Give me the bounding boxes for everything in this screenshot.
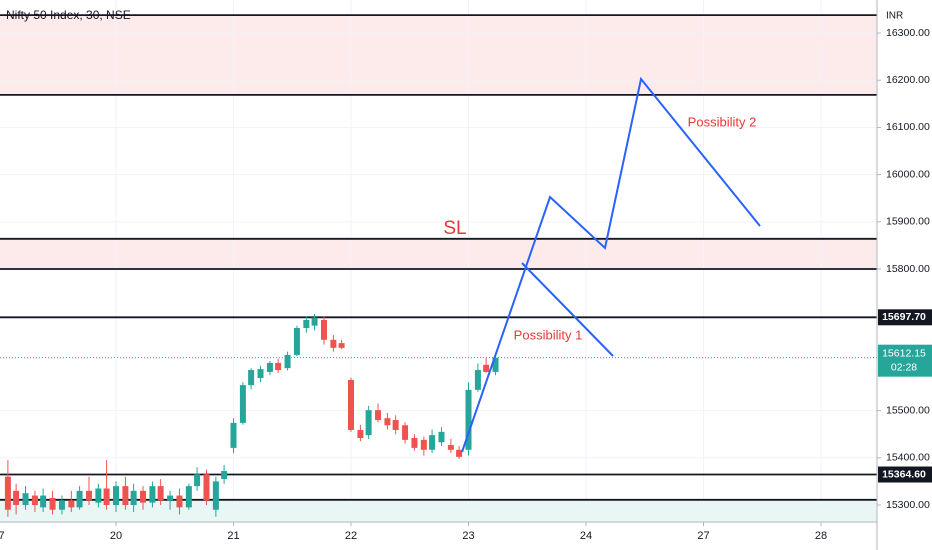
candle-body: [68, 500, 75, 508]
candle-body: [248, 370, 255, 386]
y-tick-label: 15900.00: [886, 216, 930, 228]
candle-body: [492, 357, 499, 372]
last-price-label: 15612.15: [882, 347, 926, 359]
x-tick-label: 22: [345, 530, 357, 542]
level-label-box: [878, 466, 932, 483]
zone-sl: [0, 239, 877, 269]
candle-body: [347, 379, 354, 430]
countdown: 02:28: [891, 361, 917, 373]
level-label-box: [878, 309, 932, 326]
x-tick-label: 17: [0, 530, 5, 542]
candle-body: [194, 474, 201, 487]
y-tick-label: 16000.00: [886, 168, 930, 180]
candle-body: [103, 488, 110, 506]
candle-body: [392, 420, 399, 430]
candle-body: [330, 339, 337, 348]
candle-body: [95, 488, 102, 503]
candle-body: [438, 431, 445, 443]
last-price-box: [878, 344, 932, 377]
candle-body: [230, 422, 237, 448]
candle-body: [266, 362, 273, 372]
axes: 15300.00 15400.00 15500.00 15800.00 15900.00…: [0, 27, 932, 542]
candle-body: [420, 439, 427, 450]
level-label: 15697.70: [882, 311, 926, 323]
y-tick-label: 16200.00: [886, 74, 930, 86]
candle-body: [112, 486, 119, 506]
y-tick-label: 15300.00: [886, 499, 930, 511]
chart-title: Nifty 50 Index, 30, NSE: [6, 8, 131, 22]
candle-body: [4, 476, 11, 510]
candle-body: [49, 497, 56, 510]
annotation-sl: SL: [443, 218, 466, 239]
candle-body: [185, 486, 192, 508]
x-tick-label: 28: [815, 530, 827, 542]
annotation-p1: Possibility 1: [514, 327, 583, 342]
price-axis-bg: [877, 0, 932, 550]
candle-body: [311, 317, 318, 326]
drawing-path-2: [461, 76, 761, 453]
x-tick-label: 27: [697, 530, 709, 542]
x-tick-label: 21: [227, 530, 239, 542]
candle-body: [122, 486, 129, 506]
candle-body: [221, 471, 228, 480]
candle-body: [320, 319, 327, 340]
candle-body: [483, 364, 490, 372]
candle-body: [31, 495, 38, 506]
candle-body: [357, 429, 364, 438]
y-tick-label: 16300.00: [886, 27, 930, 39]
candle-body: [239, 385, 246, 423]
level-label: 15364.60: [882, 468, 926, 480]
candle-body: [293, 328, 300, 355]
candle-body: [384, 418, 391, 426]
y-tick-label: 15500.00: [886, 404, 930, 416]
candle-body: [465, 389, 472, 450]
currency: INR: [886, 11, 903, 22]
drawing-path-1: [521, 262, 614, 357]
x-tick-label: 20: [110, 530, 122, 542]
y-tick-label: 15400.00: [886, 452, 930, 464]
candle-body: [365, 410, 372, 436]
candle-body: [176, 495, 183, 508]
candle-body: [275, 362, 282, 371]
candle-body: [167, 495, 174, 501]
annotation-p2: Possibility 2: [688, 114, 757, 129]
candle-body: [157, 486, 164, 501]
candle-body: [402, 425, 409, 440]
x-tick-label: 23: [462, 530, 474, 542]
zone-top: [0, 15, 877, 95]
candle-body: [257, 369, 264, 379]
y-tick-label: 15800.00: [886, 263, 930, 275]
candle-body: [22, 493, 29, 506]
candle-body: [411, 437, 418, 448]
candle-body: [203, 474, 210, 501]
candles: [4, 313, 499, 517]
candle-body: [474, 370, 481, 390]
candle-body: [85, 490, 92, 501]
candle-body: [212, 481, 219, 510]
y-tick-label: 16100.00: [886, 121, 930, 133]
x-tick-label: 24: [580, 530, 592, 542]
candle-body: [13, 490, 20, 506]
candle-body: [149, 486, 156, 503]
candle-body: [338, 343, 345, 348]
levels: [0, 14, 877, 501]
candle-body: [40, 495, 47, 508]
candle-body: [447, 445, 454, 450]
time-axis-bg: [0, 522, 877, 550]
candle-body: [456, 449, 463, 457]
candle-body: [429, 435, 436, 450]
candle-body: [58, 500, 65, 510]
candle-body: [303, 319, 310, 329]
candle-body: [284, 354, 291, 369]
candle-body: [130, 490, 137, 506]
candle-body: [76, 490, 83, 508]
candle-body: [375, 410, 382, 421]
candle-body: [140, 490, 147, 503]
